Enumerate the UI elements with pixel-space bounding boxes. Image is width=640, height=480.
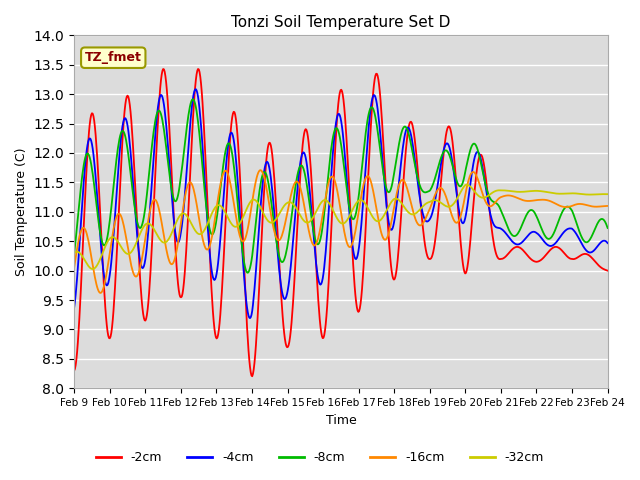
Title: Tonzi Soil Temperature Set D: Tonzi Soil Temperature Set D [231,15,451,30]
Y-axis label: Soil Temperature (C): Soil Temperature (C) [15,147,28,276]
Legend: -2cm, -4cm, -8cm, -16cm, -32cm: -2cm, -4cm, -8cm, -16cm, -32cm [91,446,549,469]
X-axis label: Time: Time [326,414,356,427]
Text: TZ_fmet: TZ_fmet [85,51,141,64]
